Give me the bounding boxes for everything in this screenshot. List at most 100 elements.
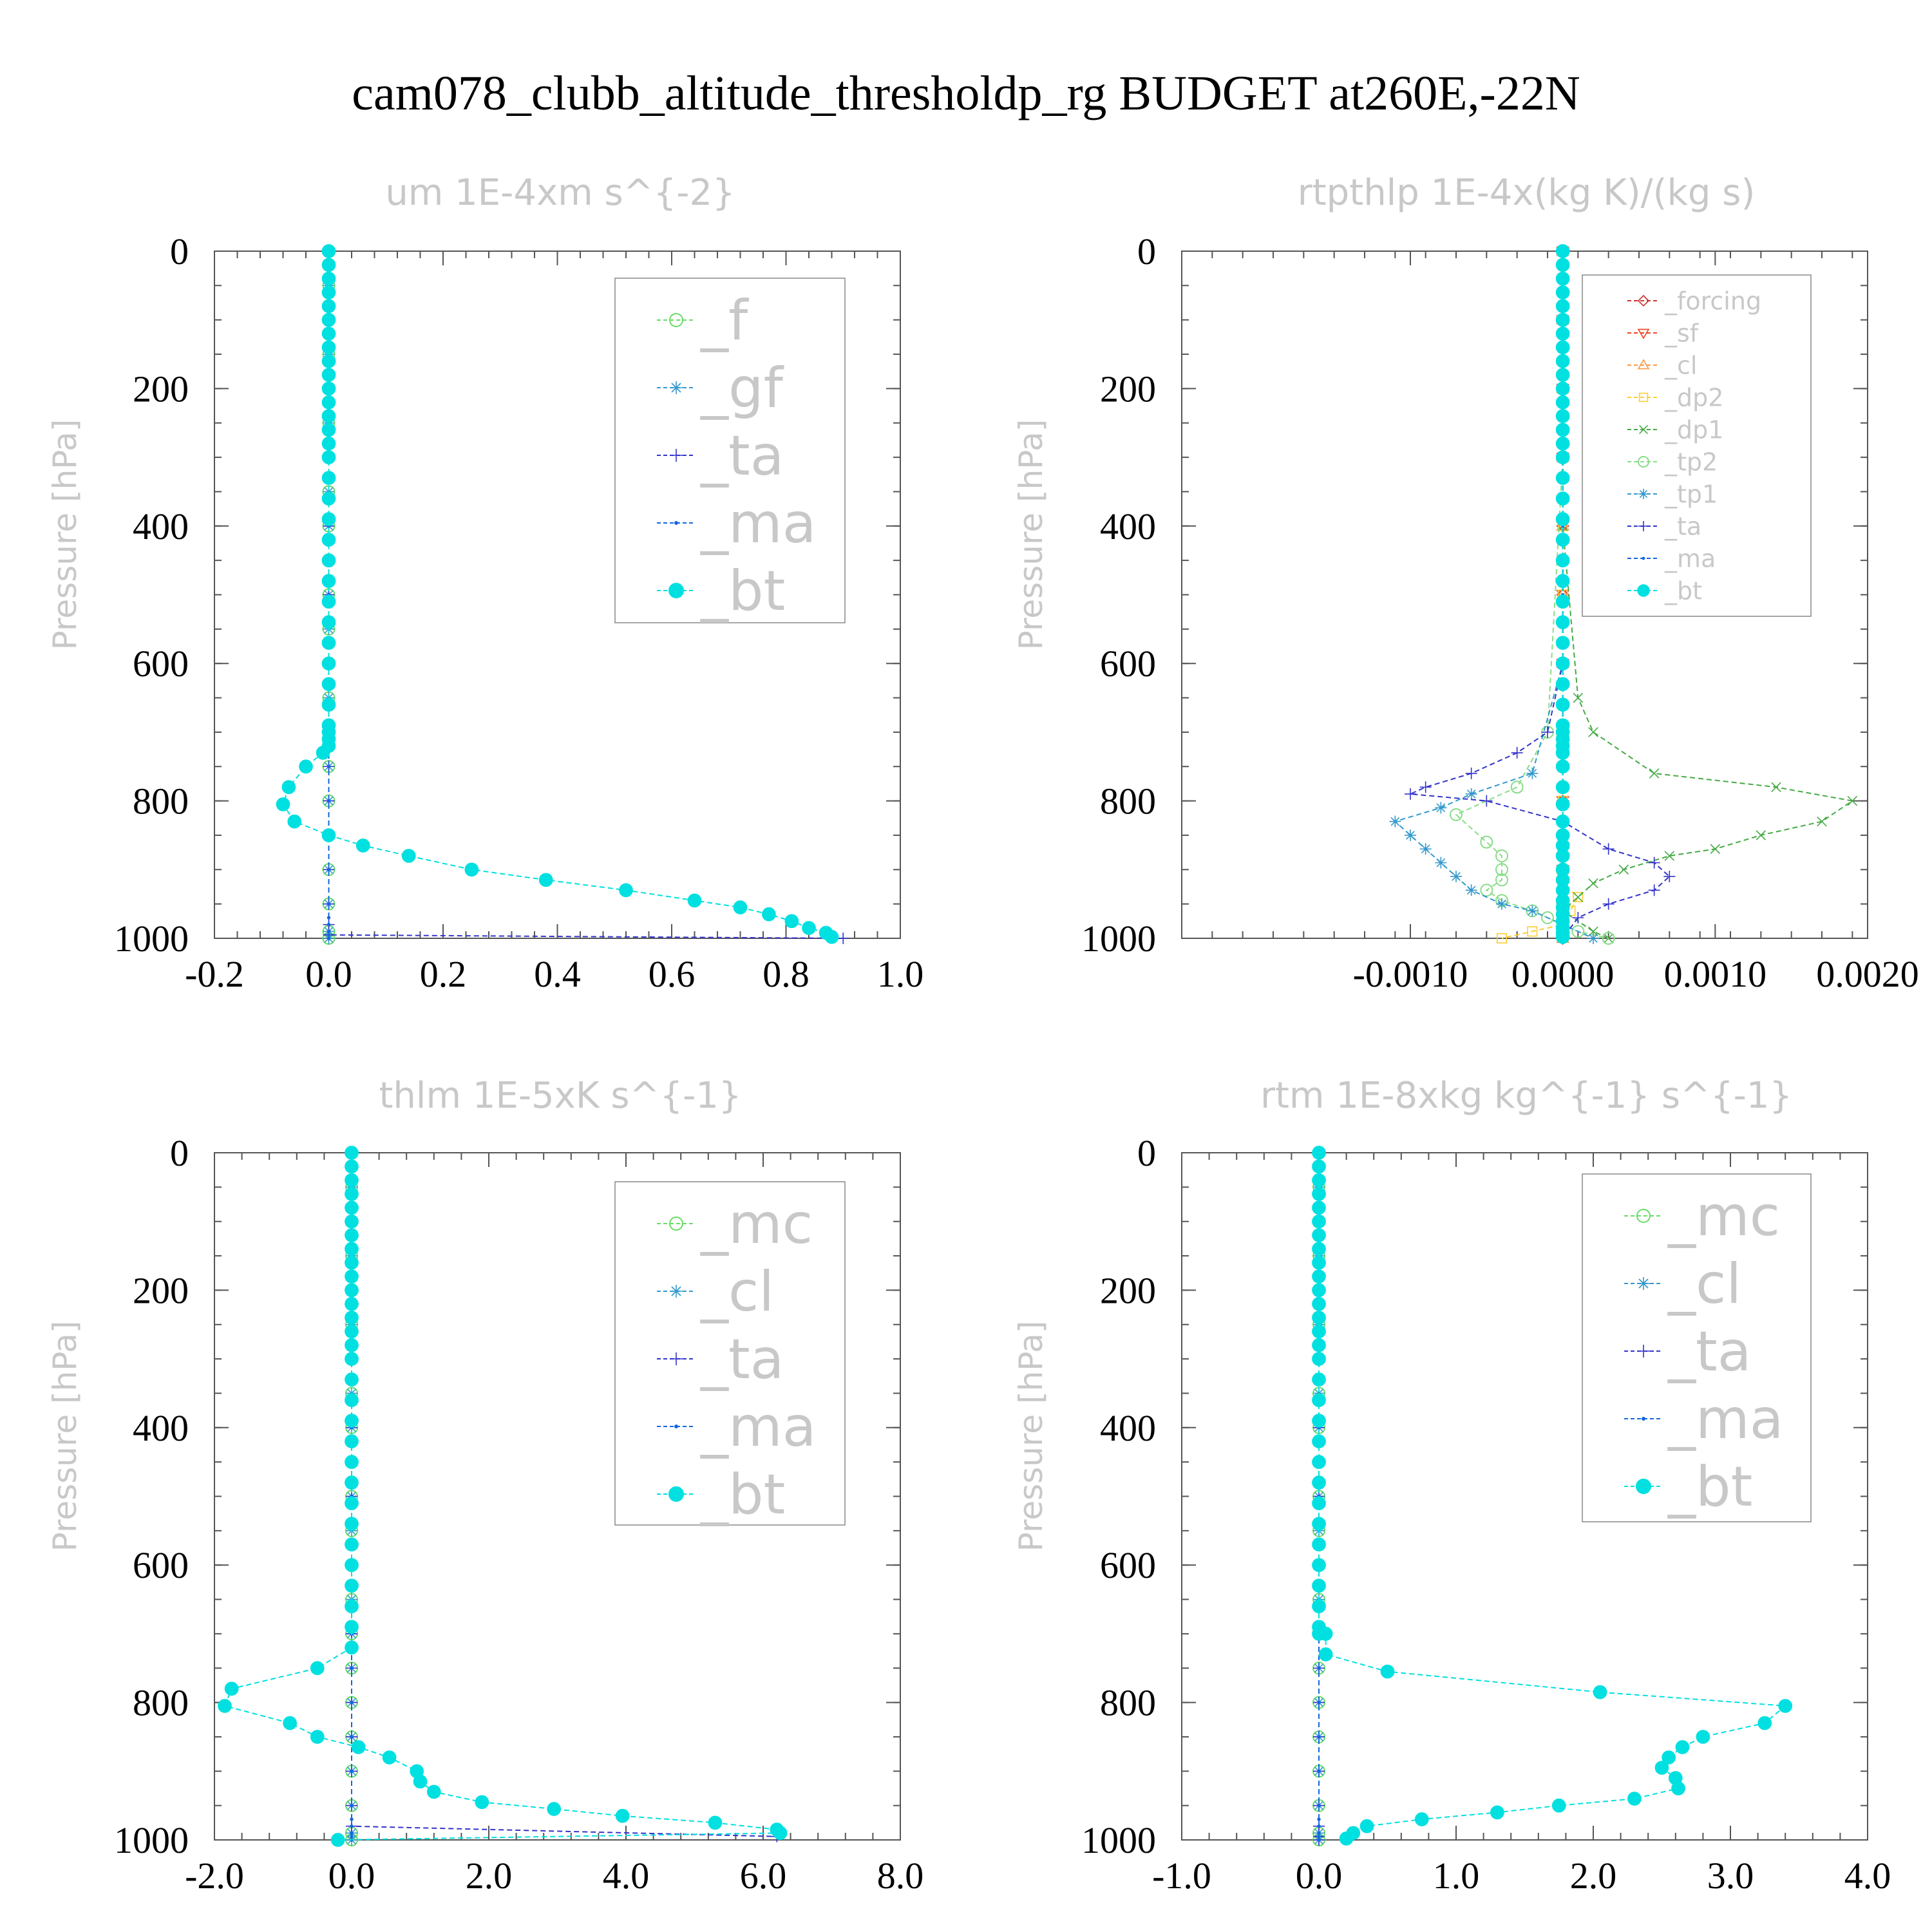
data-point (1495, 873, 1508, 887)
plot-area-frame (214, 251, 901, 939)
legend-label: _ta (1664, 512, 1701, 540)
data-point (1481, 795, 1493, 807)
legend-label: _f (700, 289, 749, 353)
data-point (1414, 1812, 1429, 1826)
data-point (670, 381, 683, 394)
data-point (321, 244, 336, 258)
data-point (1555, 258, 1570, 272)
legend-label: _bt (1664, 576, 1702, 605)
figure-title: cam078_clubb_altitude_thresholdp_rg BUDG… (352, 66, 1580, 120)
data-point (1542, 726, 1553, 738)
data-point (1555, 285, 1570, 299)
panel-rtpthlp: rtpthlp 1E-4x(kg K)/(kg s) Pressure [hPa… (1012, 172, 1919, 995)
data-point (276, 797, 290, 811)
data-point (1405, 829, 1416, 841)
legend-label: _sf (1664, 319, 1700, 347)
data-point (355, 838, 370, 853)
legend-label: _ma (1667, 1387, 1783, 1452)
data-point (327, 929, 331, 934)
data-point (321, 354, 336, 368)
data-point (1642, 556, 1645, 560)
data-point (1555, 368, 1570, 382)
data-point (1312, 1338, 1326, 1352)
data-point (1312, 1475, 1326, 1490)
data-point (1555, 450, 1570, 464)
data-point (1649, 768, 1660, 779)
y-tick-label: 800 (133, 1682, 189, 1724)
data-point (1555, 553, 1570, 568)
legend-label: _dp2 (1664, 383, 1723, 412)
data-point (1551, 1798, 1566, 1813)
data-point (321, 258, 336, 272)
data-point (1555, 512, 1570, 526)
data-point (1637, 584, 1650, 597)
legend-label: _ta (700, 1327, 784, 1392)
data-point (321, 327, 336, 341)
data-point (321, 512, 336, 526)
data-point (345, 1228, 359, 1242)
x-tick-label: -2.0 (185, 1855, 244, 1897)
data-point (1602, 932, 1615, 945)
data-point (345, 1475, 359, 1490)
data-point (345, 1455, 359, 1469)
data-point (1312, 1200, 1326, 1215)
data-point (350, 1834, 354, 1839)
data-point (1312, 1269, 1326, 1283)
panel-title: um 1E-4xm s^{-2} (385, 172, 735, 214)
data-point (802, 921, 816, 935)
data-point (1636, 1479, 1651, 1494)
data-point (1312, 1578, 1326, 1593)
y-tick-label: 400 (1100, 1407, 1156, 1449)
data-point (670, 1285, 683, 1298)
data-point (1771, 782, 1781, 793)
data-point (345, 1324, 359, 1339)
legend-label: _bt (700, 559, 785, 623)
data-point (330, 1833, 345, 1847)
data-point (1495, 863, 1508, 876)
data-point (321, 340, 336, 355)
legend: _mc_cl_ta_ma_bt (1582, 1173, 1812, 1522)
data-point (281, 780, 296, 795)
data-point (1618, 864, 1629, 875)
axis-ticks: -0.0010 0.0000 0.0010 0.0020 0 200 400 600 800 10… (1081, 231, 1919, 995)
data-point (321, 828, 336, 842)
data-point (1636, 1209, 1651, 1223)
x-tick-label: 4.0 (1844, 1855, 1891, 1897)
legend-label: _forcing (1664, 287, 1761, 315)
data-point (669, 313, 683, 327)
data-point (1317, 1735, 1321, 1739)
data-point (321, 533, 336, 547)
data-point (345, 1187, 359, 1201)
x-tick-label: 0.0 (305, 953, 352, 995)
y-tick-label: 200 (133, 368, 189, 410)
data-point (1465, 884, 1477, 896)
data-point (299, 759, 313, 774)
data-point (321, 312, 336, 327)
data-point (327, 922, 331, 927)
data-point (1317, 1700, 1321, 1705)
data-point (1573, 891, 1584, 902)
data-point (784, 914, 799, 929)
legend-box (1582, 1173, 1812, 1522)
x-tick-label: 0.4 (534, 953, 581, 995)
legend-label: _mc (700, 1192, 813, 1256)
series-markers (1405, 245, 1676, 944)
legend-label: _ma (700, 491, 816, 556)
data-point (426, 1785, 441, 1799)
data-point (1511, 746, 1523, 759)
data-point (1312, 1311, 1326, 1325)
data-point (1312, 1496, 1326, 1511)
data-point (1555, 677, 1570, 692)
series-markers (1312, 1146, 1793, 1846)
x-tick-label: 0.2 (420, 953, 467, 995)
data-point (345, 1242, 359, 1256)
data-point (345, 1338, 359, 1352)
legend-label: _ma (1664, 544, 1716, 573)
data-point (1778, 1699, 1793, 1713)
data-point (1642, 1417, 1645, 1421)
data-point (1671, 1781, 1685, 1795)
y-tick-label: 0 (170, 231, 189, 272)
data-point (1638, 521, 1649, 531)
y-tick-label: 0 (1137, 231, 1156, 272)
series-markers (1497, 245, 1584, 944)
